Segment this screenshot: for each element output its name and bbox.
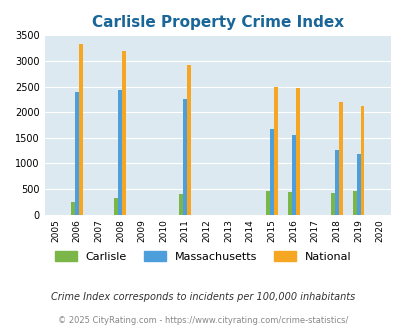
Bar (179, 194, 183, 214)
Bar (183, 99, 187, 214)
Bar (71, 202, 75, 215)
Bar (75, 92, 79, 214)
Bar (118, 90, 122, 214)
Bar (334, 149, 338, 214)
Bar (360, 106, 364, 214)
Bar (114, 198, 118, 214)
Bar (287, 192, 291, 214)
Bar (273, 86, 277, 214)
Bar (79, 44, 83, 214)
Bar (356, 154, 360, 214)
Bar (269, 129, 273, 214)
Title: Carlisle Property Crime Index: Carlisle Property Crime Index (92, 15, 343, 30)
Text: Crime Index corresponds to incidents per 100,000 inhabitants: Crime Index corresponds to incidents per… (51, 292, 354, 302)
Legend: Carlisle, Massachusetts, National: Carlisle, Massachusetts, National (50, 247, 355, 267)
Bar (122, 51, 126, 214)
Bar (295, 87, 299, 214)
Bar (187, 65, 191, 214)
Bar (330, 193, 334, 215)
Text: © 2025 CityRating.com - https://www.cityrating.com/crime-statistics/: © 2025 CityRating.com - https://www.city… (58, 315, 347, 325)
Bar (352, 191, 356, 214)
Bar (291, 135, 295, 214)
Bar (265, 191, 269, 214)
Bar (338, 102, 342, 214)
